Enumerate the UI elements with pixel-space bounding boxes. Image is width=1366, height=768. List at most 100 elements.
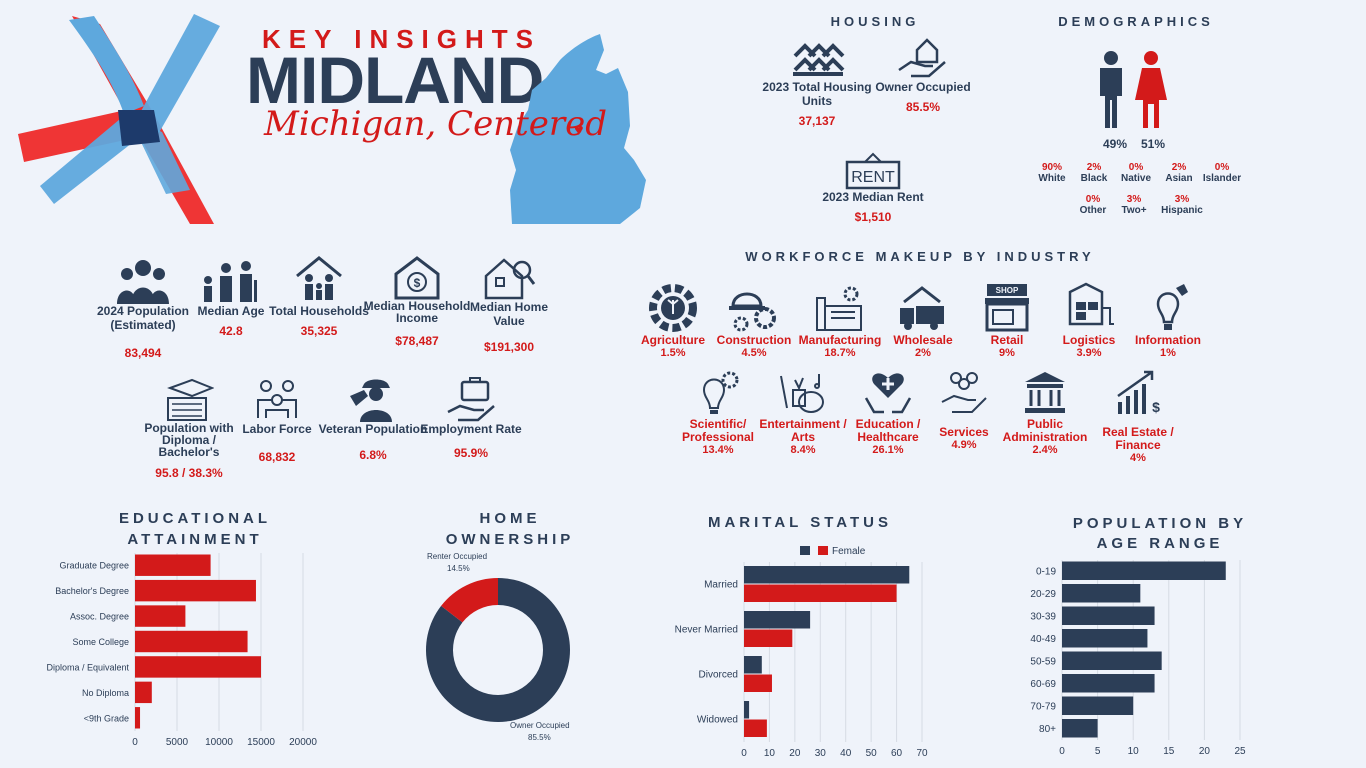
median-rent-label: 2023 Median Rent <box>822 190 924 204</box>
x-tick-label: 15000 <box>247 737 275 748</box>
bar <box>1062 719 1098 738</box>
salute-icon <box>350 379 392 422</box>
stat-employment: Employment Rate 95.9% <box>416 376 526 460</box>
industry-value: 2% <box>915 347 931 359</box>
male-icon <box>1100 51 1122 128</box>
city-name: MIDLAND <box>246 43 544 117</box>
x-tick-label: 20000 <box>289 737 317 748</box>
government-icon <box>1025 372 1065 413</box>
donut-slice <box>441 578 498 623</box>
veteran-label: Veteran Population <box>318 422 428 436</box>
industry-education-healthcare: Education / Healthcare 26.1% <box>842 368 934 457</box>
housing-units-value: 37,137 <box>798 114 836 128</box>
x-tick-label: 10000 <box>205 737 233 748</box>
housing-title: HOUSING <box>830 14 920 29</box>
population-value: 83,494 <box>124 346 162 360</box>
population-label: 2024 Population (Estimated) <box>96 304 190 332</box>
industry-label: Real Estate / Finance <box>1102 425 1174 452</box>
lightbulb-icon <box>1156 284 1188 330</box>
bar <box>744 566 910 584</box>
shop-icon: SHOP <box>985 284 1029 332</box>
x-tick-label: 5000 <box>166 737 189 748</box>
bar <box>744 719 767 737</box>
x-tick-label: 20 <box>1199 746 1211 757</box>
svg-text:$: $ <box>414 276 421 290</box>
category-label: Married <box>704 580 738 591</box>
category-label: 80+ <box>1039 724 1056 735</box>
category-label: 0-19 <box>1036 566 1056 577</box>
industry-finance: $ Real Estate / Finance 4% <box>1092 368 1184 465</box>
stat-home-value: Median Home Value $191,300 <box>454 254 564 354</box>
industry-label: Manufacturing <box>798 333 882 347</box>
category-label: Diploma / Equivalent <box>46 662 129 672</box>
category-label: No Diploma <box>82 688 129 698</box>
legend-swatch <box>818 546 828 555</box>
construction-icon <box>729 292 776 332</box>
industry-value: 9% <box>999 347 1015 359</box>
stat-household-income: $ Median Household Income $78,487 <box>362 254 472 348</box>
midland-star-logo <box>18 14 220 224</box>
category-label: Never Married <box>675 625 738 636</box>
category-label: 70-79 <box>1030 701 1056 712</box>
race-name: Black <box>1080 173 1108 184</box>
diploma-value: 95.8 / 38.3% <box>155 466 223 480</box>
arts-icon <box>780 374 824 413</box>
x-tick-label: 30 <box>815 748 827 759</box>
labor-force-label: Labor Force <box>242 422 312 436</box>
industry-value: 8.4% <box>790 444 816 456</box>
category-label: Graduate Degree <box>59 561 129 571</box>
x-tick-label: 0 <box>741 748 747 759</box>
industry-label: Scientific/ Professional <box>681 417 755 444</box>
legend-label: Female <box>832 546 866 557</box>
race-pct: 0% <box>1085 194 1101 205</box>
race-name: Two+ <box>1121 205 1147 216</box>
marital-chart-title: MARITAL STATUS <box>707 514 893 531</box>
finance-icon: $ <box>1117 370 1160 415</box>
logistics-icon <box>1068 282 1114 326</box>
bar <box>1062 651 1162 670</box>
key-insights-heading: KEY INSIGHTS <box>262 24 542 54</box>
race-pct: 0% <box>1128 162 1144 173</box>
category-label: Widowed <box>697 715 738 726</box>
stat-population: 2024 Population (Estimated) 83,494 <box>88 258 198 360</box>
industry-arts: Entertainment / Arts 8.4% <box>757 368 849 457</box>
svg-text:$: $ <box>1152 399 1160 415</box>
x-tick-label: 10 <box>1128 746 1140 757</box>
category-label: Assoc. Degree <box>70 612 129 622</box>
x-tick-label: 50 <box>866 748 878 759</box>
bar <box>744 584 897 602</box>
female-percent: 51% <box>1141 137 1166 151</box>
bar <box>135 554 211 576</box>
bar <box>135 630 248 653</box>
race-name: Hispanic <box>1161 205 1203 216</box>
category-label: 30-39 <box>1030 611 1056 622</box>
race-black: 2% Black <box>1070 162 1118 184</box>
race-pct: 0% <box>1214 162 1230 173</box>
agriculture-icon <box>649 284 697 332</box>
health-icon <box>864 373 912 414</box>
age-chart: 0 5 10 15 20 25 0-19 20-29 30-39 40-49 50-59 60-69 7… <box>1030 560 1246 757</box>
bar <box>1062 696 1134 715</box>
industry-value: 26.1% <box>872 444 904 456</box>
bar <box>1062 606 1155 625</box>
rent-sign-text: RENT <box>851 169 895 186</box>
industry-value: 2.4% <box>1032 444 1058 456</box>
diploma-label: Population with Diploma / Bachelor's <box>144 421 234 459</box>
housing-units-label: 2023 Total Housing Units <box>762 80 872 108</box>
shop-sign-text: SHOP <box>996 286 1019 295</box>
industry-label: Agriculture <box>640 333 705 347</box>
industry-retail: SHOP Retail 9% <box>961 282 1053 360</box>
race-pct: 3% <box>1174 194 1190 205</box>
stat-median-age: Median Age 42.8 <box>176 258 286 338</box>
category-label: Some College <box>72 637 129 647</box>
stat-households: Total Households 35,325 <box>264 254 374 338</box>
graduation-icon <box>167 378 214 421</box>
hand-house-icon <box>898 38 946 78</box>
industry-label: Construction <box>716 333 792 347</box>
veteran-value: 6.8% <box>359 448 387 462</box>
stat-housing-units: 2023 Total Housing Units 37,137 <box>762 36 872 128</box>
tagline: Michigan, Centered <box>264 104 608 144</box>
industry-wholesale: Wholesale 2% <box>877 282 969 360</box>
industry-value: 3.9% <box>1076 347 1102 359</box>
science-icon <box>702 371 739 414</box>
